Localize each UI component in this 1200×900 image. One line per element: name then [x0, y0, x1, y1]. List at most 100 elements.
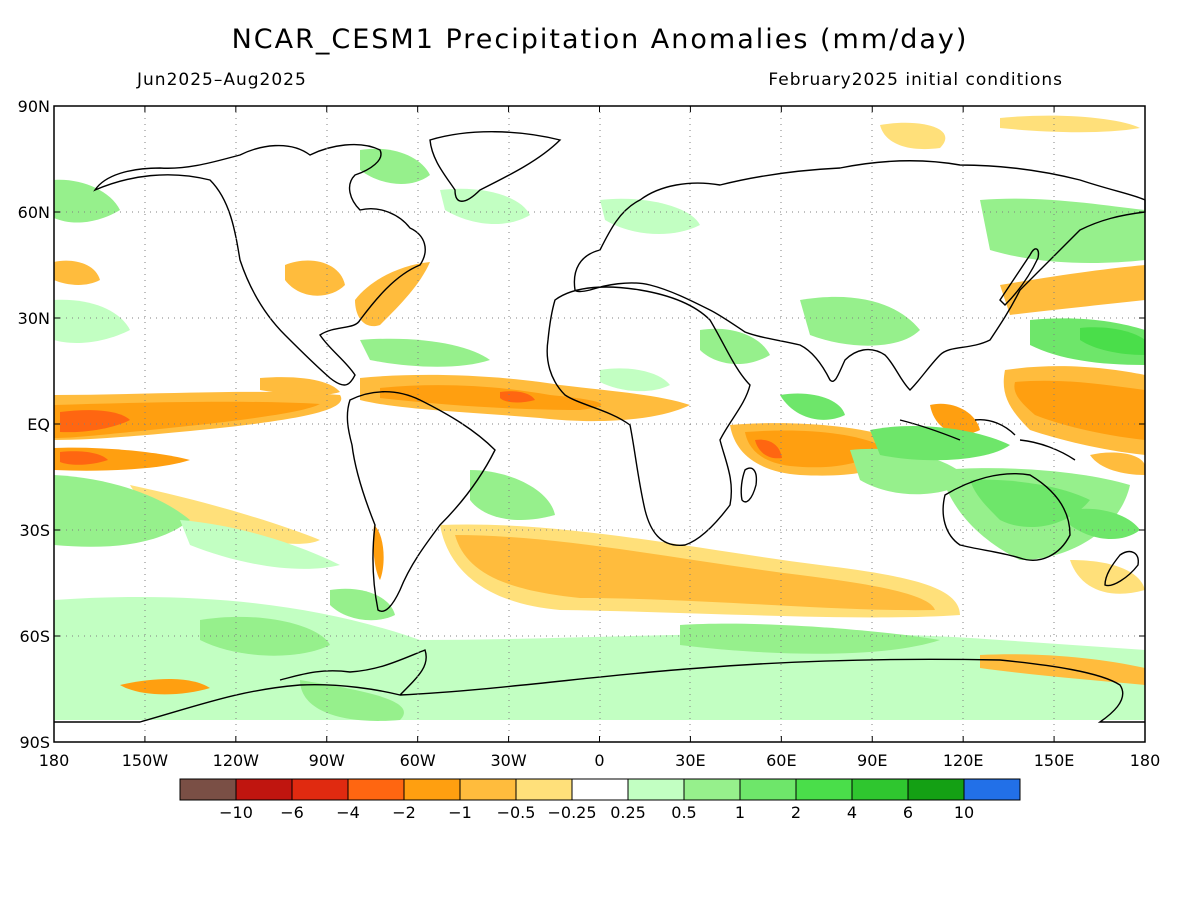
indian-ocean-dry-peak	[755, 439, 782, 459]
japan-outline	[999, 248, 1040, 306]
southeast-pacific-dry-streak	[130, 485, 320, 544]
indonesia-outline	[899, 418, 1076, 461]
colorbar-swatch	[291, 778, 349, 801]
east-africa-wet-area	[700, 328, 770, 365]
colorbar-swatch	[235, 778, 293, 801]
colorbar-label: −1	[448, 803, 472, 822]
colorbar-label: 6	[903, 803, 913, 822]
lon-label: 30E	[675, 751, 705, 770]
sahel-wet-area	[600, 368, 670, 392]
colorbar-swatch	[683, 778, 741, 801]
south-tropical-pacific-dry-peak	[60, 451, 108, 465]
west-pacific-dry-core	[1014, 380, 1145, 440]
lon-label: 120E	[943, 751, 984, 770]
colorbar-label: −0.5	[497, 803, 536, 822]
initial-conditions-label: February2025 initial conditions	[768, 70, 1063, 90]
colorbar-label: −10	[219, 803, 253, 822]
lon-label: 180	[1130, 751, 1161, 770]
eastern-europe-wet-area	[600, 198, 700, 235]
east-asia-wet-area	[980, 198, 1145, 263]
caribbean-wet-area	[360, 338, 490, 367]
tasman-wet-area	[1070, 508, 1140, 540]
west-pacific-wet-core	[1080, 327, 1145, 355]
madagascar-outline	[740, 467, 758, 503]
colorbar-label: 0.5	[671, 803, 696, 822]
atlantic-itcz-dry-core	[380, 385, 602, 410]
lon-label: 150E	[1034, 751, 1075, 770]
south-atlantic-indian-dry-core	[455, 535, 935, 611]
greenland-outline	[429, 131, 562, 202]
colorbar-swatch	[347, 778, 405, 801]
colorbar-label: 4	[847, 803, 857, 822]
north-pacific-wet-area	[54, 299, 130, 343]
colorbar-swatch	[907, 778, 965, 801]
lat-label: 30N	[18, 309, 50, 328]
arctic-dry-patch-2	[1000, 115, 1140, 133]
colorbar-label: 1	[735, 803, 745, 822]
lon-label: 0	[594, 751, 604, 770]
indian-ocean-south-wet-area	[850, 448, 970, 495]
patagonia-wet-area	[330, 588, 395, 621]
south-pacific-dry-area	[1070, 560, 1145, 594]
colorbar-label: −4	[336, 803, 360, 822]
south-asia-wet-area	[800, 296, 920, 346]
lon-label: 150W	[122, 751, 169, 770]
lon-label: 90W	[309, 751, 345, 770]
east-pacific-dry-band	[260, 377, 340, 396]
coastlines	[54, 131, 1146, 723]
lon-label: 30W	[490, 751, 526, 770]
south-america-outline	[346, 391, 496, 612]
north-america-outline	[93, 143, 426, 386]
south-atlantic-wet-area	[470, 470, 555, 520]
lon-label: 180	[39, 751, 70, 770]
eurasia-outline	[573, 160, 1146, 391]
southeast-asia-wet-area	[870, 425, 1010, 461]
graticule	[54, 106, 1145, 742]
north-america-dry-area	[285, 260, 345, 296]
lat-label: 60N	[18, 203, 50, 222]
antarctic-wet-area-3	[300, 680, 404, 721]
map-title: NCAR_CESM1 Precipitation Anomalies (mm/d…	[231, 24, 969, 55]
colorbar-label: 0.25	[610, 803, 646, 822]
season-label: Jun2025–Aug2025	[137, 70, 307, 90]
colorbar-swatch	[403, 778, 461, 801]
lat-label: 90N	[18, 97, 50, 116]
lon-label: 120W	[213, 751, 260, 770]
indian-ocean-equatorial-wet-area	[780, 393, 845, 420]
lon-label: 90E	[857, 751, 887, 770]
colorbar-label: 2	[791, 803, 801, 822]
arctic-canada-wet-area	[360, 148, 430, 185]
colorbar-swatch	[795, 778, 853, 801]
colorbar-label: 10	[954, 803, 974, 822]
africa-outline	[546, 286, 751, 546]
colorbar-swatch	[179, 778, 237, 801]
lat-label: EQ	[27, 415, 50, 434]
colorbar-swatch	[851, 778, 909, 801]
arctic-dry-patch-1	[880, 122, 946, 150]
new-zealand-outline	[1104, 550, 1139, 587]
north-pacific-dry-band	[1000, 265, 1145, 315]
north-pacific-dry-patch	[54, 260, 100, 285]
north-pacific-high-lat-wet-area	[54, 179, 120, 223]
colorbar-swatch	[459, 778, 517, 801]
antarctica-outline	[54, 649, 1145, 723]
colorbar-label: −2	[392, 803, 416, 822]
australia-outline	[942, 473, 1071, 561]
antarctic-wet-area-2	[680, 623, 940, 654]
lon-label: 60W	[400, 751, 436, 770]
australia-wet-core	[970, 479, 1090, 528]
antarctic-coast-dry-patch-1	[120, 679, 210, 695]
lat-label: 60S	[19, 627, 50, 646]
tropical-pacific-dry-peak	[60, 410, 130, 433]
maritime-continent-dry-area	[930, 403, 980, 435]
colorbar-swatch	[963, 778, 1021, 801]
tropical-pacific-dry-core	[54, 401, 320, 438]
lat-label: 30S	[19, 521, 50, 540]
south-pacific-wet-area	[54, 475, 190, 547]
chile-dry-streak	[373, 525, 384, 580]
south-pacific-edge-dry-patch	[1090, 452, 1145, 475]
north-atlantic-wet-area	[440, 188, 530, 225]
colorbar-swatch	[571, 778, 629, 801]
